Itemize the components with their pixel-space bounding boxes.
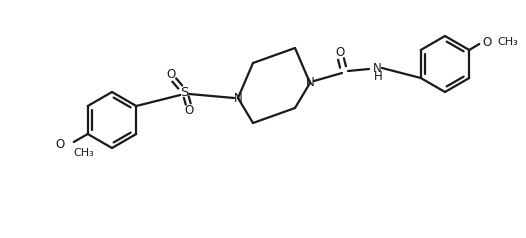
Text: O: O — [336, 46, 345, 60]
Text: O: O — [56, 138, 65, 150]
Text: CH₃: CH₃ — [74, 148, 95, 158]
Text: H: H — [373, 70, 382, 84]
Text: N: N — [306, 76, 315, 89]
Text: N: N — [372, 63, 381, 75]
Text: N: N — [234, 91, 242, 104]
Text: CH₃: CH₃ — [497, 37, 518, 47]
Text: O: O — [167, 69, 176, 81]
Text: O: O — [483, 35, 492, 49]
Text: O: O — [185, 104, 194, 116]
Text: S: S — [180, 85, 188, 99]
